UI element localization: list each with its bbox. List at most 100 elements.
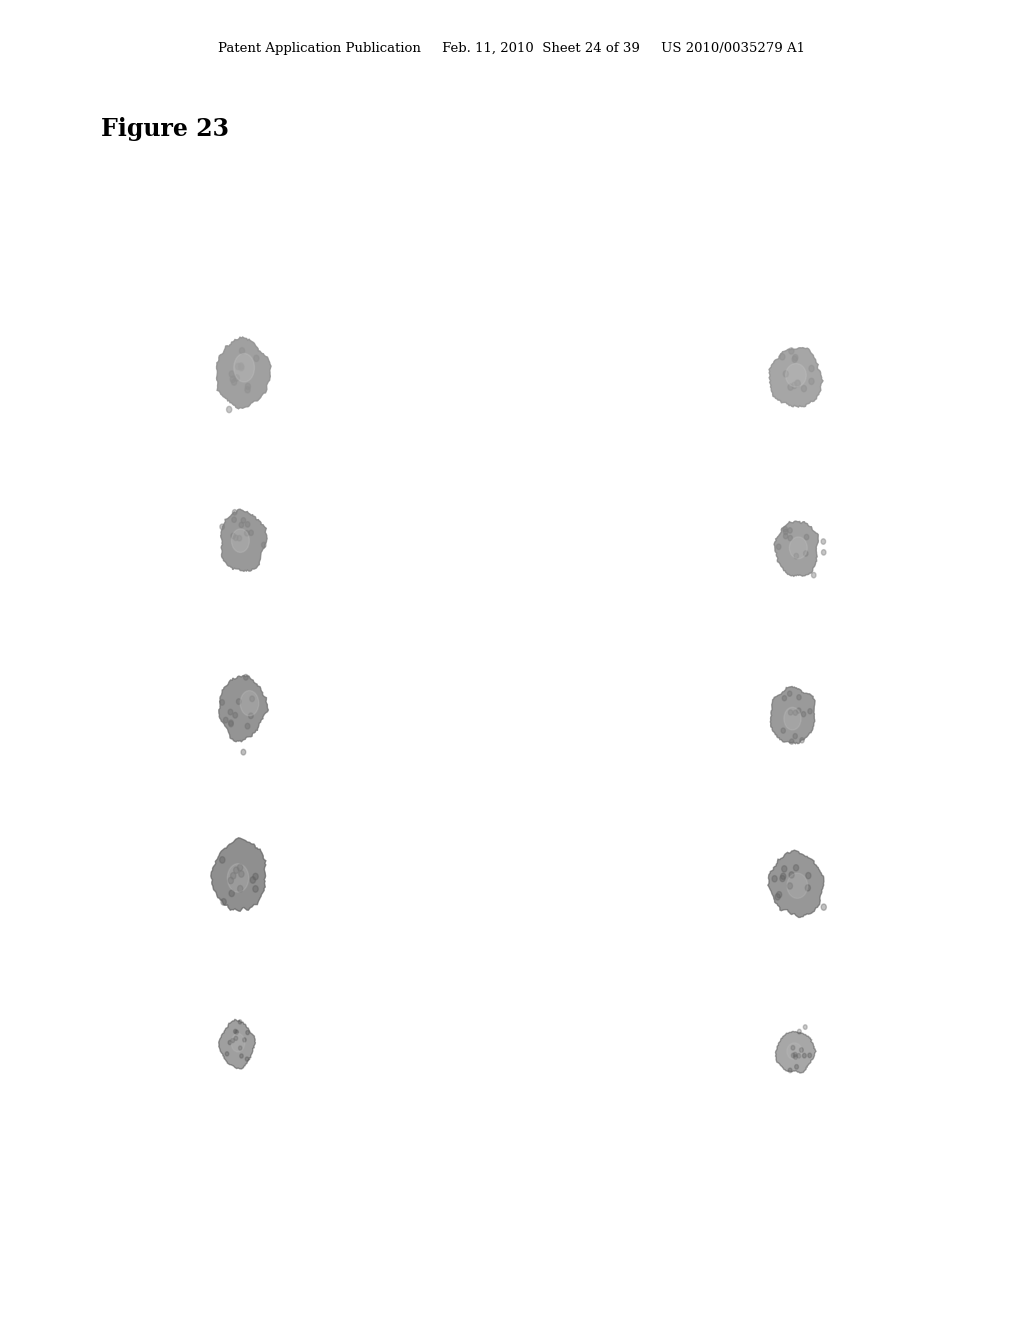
Ellipse shape <box>794 1055 798 1060</box>
Ellipse shape <box>792 1053 795 1057</box>
Ellipse shape <box>231 529 250 552</box>
Ellipse shape <box>221 899 226 906</box>
Ellipse shape <box>787 384 794 391</box>
Text: Figure 23: Figure 23 <box>100 116 228 141</box>
Ellipse shape <box>782 696 786 701</box>
Ellipse shape <box>239 363 244 370</box>
Ellipse shape <box>803 1053 806 1057</box>
Ellipse shape <box>261 543 266 548</box>
Ellipse shape <box>245 531 249 536</box>
Ellipse shape <box>783 371 788 378</box>
Text: Patent Application Publication     Feb. 11, 2010  Sheet 24 of 39     US 2010/003: Patent Application Publication Feb. 11, … <box>218 42 806 55</box>
Ellipse shape <box>229 890 234 896</box>
Ellipse shape <box>796 380 801 387</box>
Ellipse shape <box>230 376 236 383</box>
Ellipse shape <box>244 675 248 680</box>
Ellipse shape <box>227 863 249 892</box>
Ellipse shape <box>784 708 801 730</box>
Ellipse shape <box>794 710 798 715</box>
Ellipse shape <box>226 407 231 413</box>
Ellipse shape <box>775 894 780 900</box>
Ellipse shape <box>250 696 254 702</box>
Ellipse shape <box>254 355 259 362</box>
Ellipse shape <box>794 553 799 558</box>
Ellipse shape <box>253 886 258 892</box>
Ellipse shape <box>228 1040 231 1044</box>
Ellipse shape <box>228 721 233 727</box>
Ellipse shape <box>821 539 825 544</box>
Ellipse shape <box>792 383 797 388</box>
Ellipse shape <box>219 857 225 863</box>
Polygon shape <box>219 676 268 742</box>
Ellipse shape <box>237 698 241 705</box>
Ellipse shape <box>225 1052 228 1056</box>
Ellipse shape <box>239 871 244 878</box>
Ellipse shape <box>788 1068 792 1073</box>
Ellipse shape <box>806 873 811 879</box>
Polygon shape <box>774 521 818 577</box>
Polygon shape <box>768 850 824 917</box>
Ellipse shape <box>793 355 798 360</box>
Ellipse shape <box>800 1048 803 1052</box>
Polygon shape <box>770 686 815 743</box>
Ellipse shape <box>241 517 246 523</box>
Ellipse shape <box>780 875 785 882</box>
Ellipse shape <box>231 517 237 523</box>
Text: 30 MIN: 30 MIN <box>481 756 500 828</box>
Ellipse shape <box>797 694 801 700</box>
Polygon shape <box>769 347 823 407</box>
Ellipse shape <box>232 510 237 515</box>
Ellipse shape <box>776 891 781 898</box>
Ellipse shape <box>239 1045 242 1051</box>
Ellipse shape <box>780 873 785 879</box>
Ellipse shape <box>787 883 793 890</box>
Ellipse shape <box>250 876 256 883</box>
Ellipse shape <box>236 363 241 370</box>
Ellipse shape <box>783 533 787 539</box>
Ellipse shape <box>233 867 239 874</box>
Ellipse shape <box>797 1053 801 1059</box>
Ellipse shape <box>787 692 792 696</box>
Ellipse shape <box>788 347 794 354</box>
Ellipse shape <box>231 379 237 385</box>
Ellipse shape <box>783 527 787 532</box>
Ellipse shape <box>805 884 810 891</box>
Ellipse shape <box>792 356 798 363</box>
Ellipse shape <box>245 387 250 393</box>
Text: 40 MIN: 40 MIN <box>481 589 500 660</box>
Ellipse shape <box>809 379 814 384</box>
Ellipse shape <box>234 1036 238 1040</box>
Ellipse shape <box>793 734 798 739</box>
Ellipse shape <box>233 354 254 381</box>
Ellipse shape <box>790 537 807 558</box>
Ellipse shape <box>253 874 258 880</box>
Ellipse shape <box>234 1030 239 1035</box>
Ellipse shape <box>228 878 233 884</box>
Ellipse shape <box>792 1045 795 1051</box>
Ellipse shape <box>238 886 243 892</box>
Ellipse shape <box>772 875 777 882</box>
Polygon shape <box>220 510 267 572</box>
Text: 60 MIN: 60 MIN <box>481 253 500 323</box>
Ellipse shape <box>798 1030 801 1034</box>
Ellipse shape <box>231 1039 234 1043</box>
Polygon shape <box>216 337 271 409</box>
Ellipse shape <box>231 533 236 539</box>
Ellipse shape <box>788 710 793 715</box>
Ellipse shape <box>246 1031 249 1035</box>
Ellipse shape <box>787 873 808 899</box>
Ellipse shape <box>811 573 816 578</box>
Ellipse shape <box>246 383 251 389</box>
Ellipse shape <box>781 729 785 733</box>
Ellipse shape <box>787 528 793 533</box>
Ellipse shape <box>238 536 242 541</box>
Ellipse shape <box>220 524 224 529</box>
Ellipse shape <box>809 366 814 372</box>
Ellipse shape <box>228 709 232 715</box>
Ellipse shape <box>232 713 238 718</box>
Ellipse shape <box>794 1052 797 1057</box>
Ellipse shape <box>794 865 799 871</box>
Ellipse shape <box>804 1024 807 1030</box>
Ellipse shape <box>240 347 245 354</box>
Ellipse shape <box>243 1038 246 1041</box>
